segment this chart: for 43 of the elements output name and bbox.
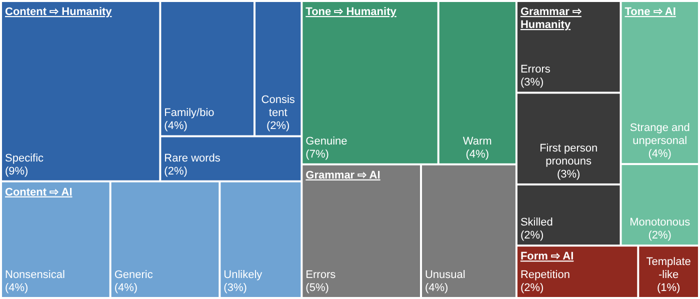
data-label: (4%) [424,282,448,294]
category-label: Repetition [520,269,570,281]
text: Grammar ⇨ Humanity [520,6,582,31]
data-label: (4%) [114,282,138,294]
category-label: Generic [114,269,154,281]
data-label: (9%) [5,165,28,178]
category-label: Unusual [424,269,466,281]
data-label: (5%) [306,282,329,294]
text: Form ⇨ AI [520,250,574,263]
data-label: (4%) [164,120,188,132]
category-label: Nonsensical [5,269,65,281]
data-label: (1%) [656,282,680,294]
data-label: (2%) [520,282,544,294]
text: Content ⇨ AI [5,186,72,198]
category-label: Unlikely [224,269,263,281]
data-label: (2%) [164,165,188,178]
data-label: (3%) [224,282,247,294]
category-label: Errors [306,269,336,281]
data-label: (4%) [466,148,490,160]
category-label: Rare words [164,152,221,164]
text: Tone ⇨ AI [624,6,676,18]
category-label: Template-like [646,256,691,281]
data-label: (7%) [306,148,329,160]
data-label: (2%) [648,230,672,242]
category-label: Genuine [306,135,348,148]
data-label: (4%) [648,148,672,160]
data-label: (2%) [266,120,290,132]
data-label: (2%) [520,230,544,242]
category-label: First person pronouns [540,142,598,168]
category-label: Specific [5,152,44,164]
data-label: (3%) [520,76,544,89]
text: Grammar ⇨ AI [306,169,380,182]
category-label: Strange and unpersonal [630,122,690,148]
category-label: Skilled [520,216,553,229]
category-label: Warm [462,135,492,148]
text: Tone ⇨ Humanity [306,6,398,18]
data-label: (4%) [5,282,28,294]
data-label: (3%) [556,168,580,180]
category-label: Family/bio [164,107,214,120]
category-label: Errors [520,64,551,76]
category-label: Monotonous [630,216,691,229]
text: Content ⇨ Humanity [5,6,113,18]
category-label: Consistent [261,94,296,120]
